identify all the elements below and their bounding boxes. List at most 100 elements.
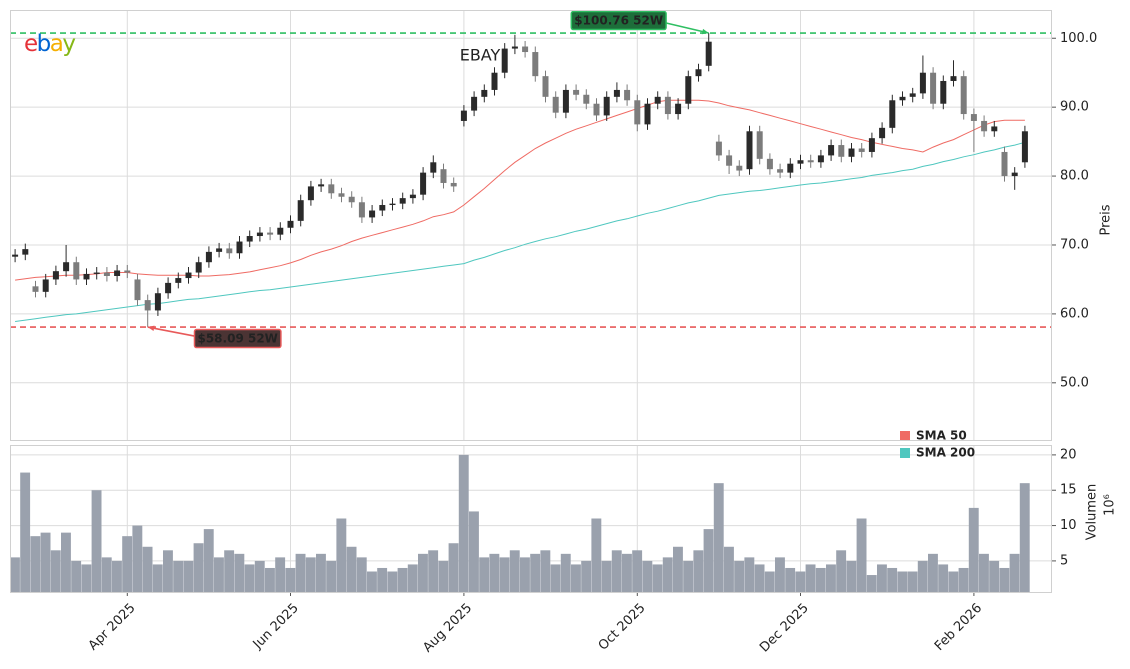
candle-body xyxy=(787,163,794,173)
marks xyxy=(10,33,1030,592)
candle-body xyxy=(603,96,610,116)
volume-bar xyxy=(703,529,714,592)
volume-bar xyxy=(326,560,337,592)
volume-bar xyxy=(132,525,143,592)
candle-body xyxy=(287,220,294,228)
price-frame xyxy=(10,10,1052,441)
volume-bar xyxy=(897,571,908,592)
annotation-box xyxy=(193,328,282,349)
volume-bar xyxy=(958,567,969,592)
candle-body xyxy=(695,69,702,77)
volume-bar xyxy=(856,518,867,592)
volume-bar xyxy=(142,546,153,592)
volume-bar xyxy=(356,557,367,592)
volume-bar xyxy=(265,567,275,592)
candle-body xyxy=(450,182,457,187)
volume-bar xyxy=(928,553,938,592)
y-tick-label: 60.0 xyxy=(1060,306,1089,321)
candle-body xyxy=(256,232,263,237)
candle-body xyxy=(93,272,100,274)
legend-swatch xyxy=(900,448,910,458)
volume-bar xyxy=(428,550,439,592)
candle-body xyxy=(154,293,161,311)
candle-body xyxy=(797,160,804,164)
candle-body xyxy=(22,249,29,255)
volume-bar xyxy=(550,564,561,592)
candle-body xyxy=(919,72,926,94)
volume-bar xyxy=(275,557,286,592)
candle-body xyxy=(858,148,865,152)
volume-bar xyxy=(836,550,847,592)
candle-body xyxy=(501,48,508,73)
candle-body xyxy=(460,110,467,121)
volume-bar xyxy=(917,560,928,592)
candle-body xyxy=(409,194,416,199)
candle-body xyxy=(817,155,824,163)
candle-body xyxy=(165,282,172,294)
volume-bar xyxy=(724,546,734,592)
volume-bar xyxy=(744,557,755,592)
volume-bar xyxy=(214,557,224,592)
volume-bar xyxy=(693,550,704,592)
candle-body xyxy=(542,76,549,97)
volume-bar xyxy=(316,553,326,592)
logo-letter: a xyxy=(50,31,63,57)
volume-bar xyxy=(224,550,235,592)
candle-body xyxy=(63,262,70,272)
volume-bar xyxy=(40,532,51,592)
candle-body xyxy=(379,205,386,211)
candle-body xyxy=(338,193,345,197)
candle-body xyxy=(777,169,784,173)
y-tick-label: 20 xyxy=(1060,447,1077,462)
candle-body xyxy=(348,196,355,203)
volume-bar xyxy=(1019,483,1030,592)
volume-axis-label: Volumen xyxy=(1085,484,1100,541)
volume-bar xyxy=(866,575,877,592)
volume-bar xyxy=(601,560,612,592)
volume-bar xyxy=(479,557,490,592)
candle-body xyxy=(1011,172,1018,177)
candle-body xyxy=(583,94,590,104)
candle-body xyxy=(420,172,427,195)
candle-body xyxy=(675,103,682,115)
volume-bar xyxy=(764,571,775,592)
logo: ebay xyxy=(24,31,75,57)
candle-body xyxy=(766,158,773,170)
volume-bar xyxy=(458,454,469,592)
candle-body xyxy=(654,96,661,104)
candle-body xyxy=(909,93,916,97)
candle-body xyxy=(562,89,569,113)
volume-bar xyxy=(489,553,500,592)
volume-bar xyxy=(734,560,745,592)
candle-body xyxy=(328,184,335,194)
candle-body xyxy=(970,114,977,121)
volume-bar xyxy=(20,472,31,592)
volume-bar xyxy=(234,553,245,592)
annotation-arrowhead xyxy=(147,325,155,331)
candle-body xyxy=(715,141,722,156)
candle-body xyxy=(899,96,906,101)
volume-bar xyxy=(560,553,571,592)
volume-bar xyxy=(662,557,673,592)
candle-body xyxy=(746,131,753,170)
volume-bar xyxy=(785,567,796,592)
candle-body xyxy=(889,100,896,128)
y-tick-label: 50.0 xyxy=(1060,375,1089,390)
candle-body xyxy=(522,46,529,53)
candle-body xyxy=(756,131,763,159)
candle-body xyxy=(634,100,641,125)
candle-body xyxy=(399,198,406,204)
volume-bar xyxy=(285,567,296,592)
candle-body xyxy=(1021,131,1028,163)
annotation-box xyxy=(570,10,667,31)
candle-body xyxy=(32,286,39,292)
candle-body xyxy=(950,76,957,81)
volume-bar xyxy=(203,529,214,592)
candle-body xyxy=(226,248,233,254)
volume-bar xyxy=(581,560,592,592)
candle-body xyxy=(369,210,376,218)
candle-body xyxy=(216,248,223,252)
legend-swatch xyxy=(900,431,910,441)
